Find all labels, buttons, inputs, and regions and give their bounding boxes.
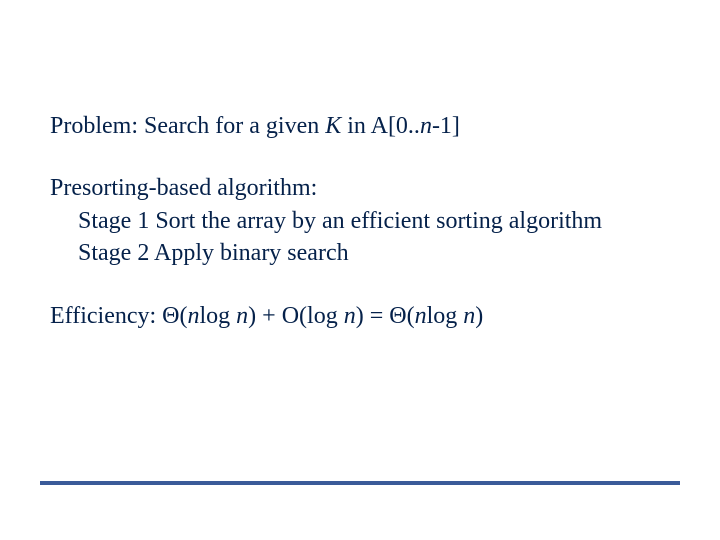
- slide-content: Problem: Search for a given K in A[0..n-…: [50, 110, 660, 362]
- problem-n: n: [420, 113, 432, 139]
- eff-prefix: Efficiency: Θ(: [50, 303, 188, 329]
- eff-n4: n: [415, 303, 427, 329]
- eff-t2: ) + O(log: [248, 303, 344, 329]
- eff-t4: log: [427, 303, 464, 329]
- algorithm-stage1: Stage 1 Sort the array by an efficient s…: [50, 205, 660, 237]
- problem-mid: in A[0..: [341, 113, 420, 139]
- eff-n3: n: [344, 303, 356, 329]
- eff-n1: n: [188, 303, 200, 329]
- eff-t3: ) = Θ(: [356, 303, 415, 329]
- eff-n5: n: [463, 303, 475, 329]
- footer-rule: [40, 481, 680, 485]
- problem-K: K: [325, 113, 341, 139]
- problem-line: Problem: Search for a given K in A[0..n-…: [50, 110, 660, 142]
- problem-prefix: Problem: Search for a given: [50, 113, 325, 139]
- algorithm-stage2: Stage 2 Apply binary search: [50, 237, 660, 269]
- eff-n2: n: [236, 303, 248, 329]
- algorithm-block: Presorting-based algorithm: Stage 1 Sort…: [50, 172, 660, 269]
- efficiency-line: Efficiency: Θ(nlog n) + O(log n) = Θ(nlo…: [50, 300, 660, 332]
- slide: Problem: Search for a given K in A[0..n-…: [0, 0, 720, 540]
- algorithm-title: Presorting-based algorithm:: [50, 172, 660, 204]
- eff-t1: log: [200, 303, 237, 329]
- eff-t5: ): [475, 303, 483, 329]
- problem-suffix: -1]: [432, 113, 460, 139]
